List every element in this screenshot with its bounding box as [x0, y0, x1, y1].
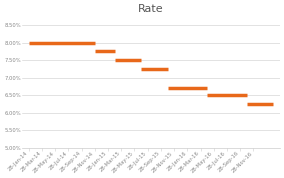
Title: Rate: Rate — [138, 4, 164, 14]
